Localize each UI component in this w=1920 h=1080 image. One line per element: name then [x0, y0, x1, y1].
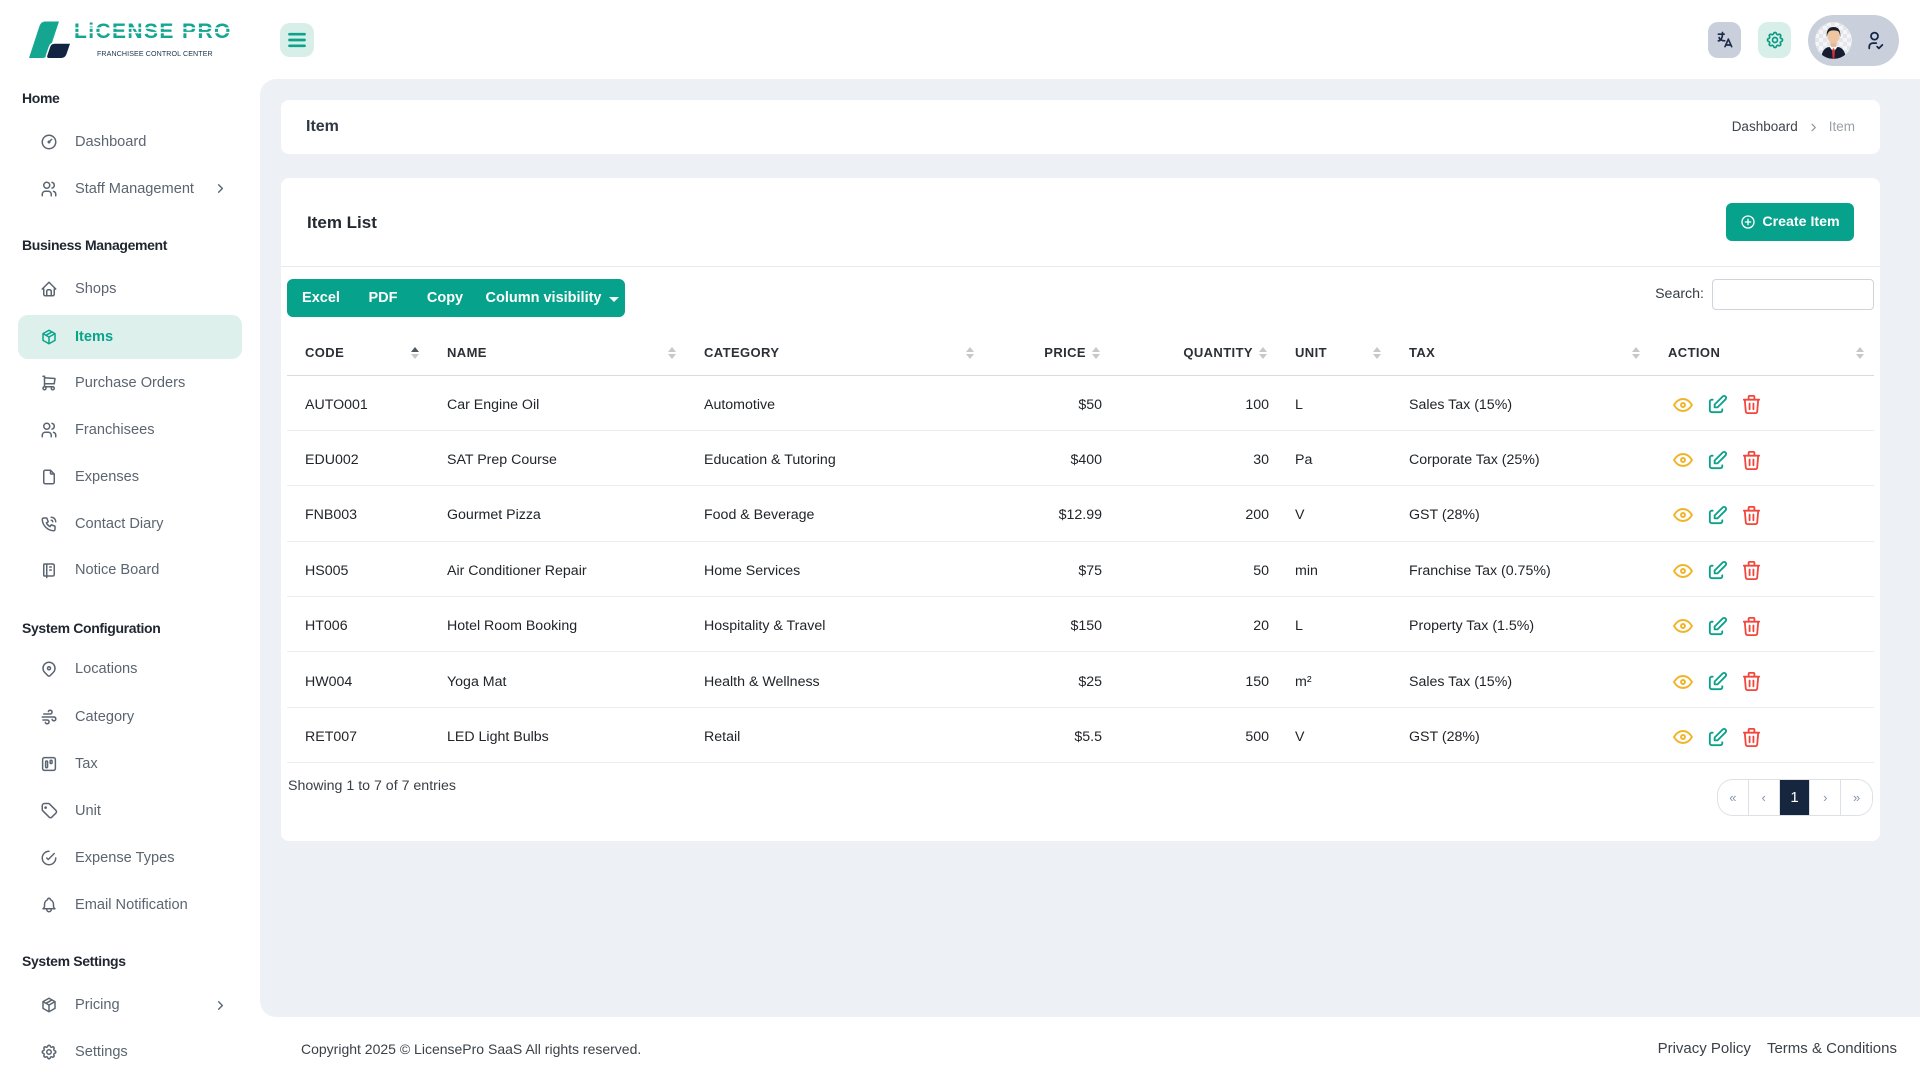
svg-text:FRANCHISEE CONTROL CENTER: FRANCHISEE CONTROL CENTER	[97, 50, 213, 58]
svg-text:LiCENSE PRO: LiCENSE PRO	[74, 20, 232, 43]
